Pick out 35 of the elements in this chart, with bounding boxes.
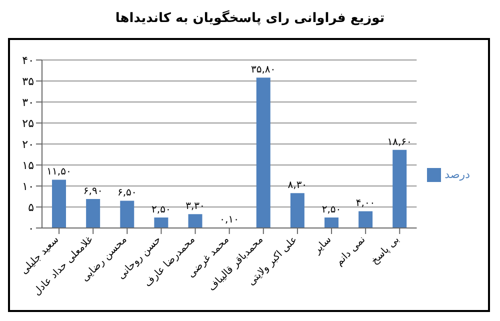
text: ۱۸,۶۰	[387, 136, 412, 148]
bar	[52, 180, 66, 228]
text: ۳,۳۰	[186, 201, 205, 212]
bar	[188, 214, 202, 228]
y-tick-label: ۰	[28, 222, 34, 235]
bar	[358, 211, 373, 228]
x-tick-label: نمی دانم	[334, 234, 368, 268]
bar	[392, 150, 407, 228]
x-tick-label: بی پاسخ	[369, 234, 402, 267]
text: ۲,۵۰	[152, 204, 171, 216]
x-tick-label: سایر	[311, 234, 334, 257]
text: ۶,۵۰	[117, 188, 137, 199]
text: ۶,۹۰	[83, 186, 103, 198]
bar	[154, 218, 168, 228]
bar	[290, 193, 304, 228]
y-tick-label: ۲۰	[22, 138, 34, 151]
text: ۱۱,۵۰	[46, 166, 72, 178]
y-tick-label: ۲۵	[22, 116, 34, 130]
y-tick-label: ۱۰	[22, 180, 34, 193]
y-tick-label: ۵	[28, 200, 34, 214]
y-tick-label: ۴۰	[22, 54, 34, 67]
y-tick-label: ۱۵	[22, 158, 34, 172]
text: ۰,۱۰	[220, 214, 239, 226]
text: ۲,۵۰	[322, 204, 342, 216]
bar	[256, 78, 270, 228]
bar	[86, 199, 100, 228]
bar	[120, 200, 134, 228]
y-tick-label: ۳۵	[22, 74, 34, 88]
text: ۸,۳۰	[288, 180, 308, 192]
text: ۳۵,۸۰	[251, 64, 276, 76]
text: ۴,۰۰	[356, 198, 376, 210]
chart-title: توزیع فراوانی رای پاسخگویان به کاندیداها	[114, 9, 386, 28]
bar	[324, 218, 338, 228]
legend-label: درصد	[444, 168, 470, 182]
y-tick-label: ۳۰	[22, 96, 34, 109]
